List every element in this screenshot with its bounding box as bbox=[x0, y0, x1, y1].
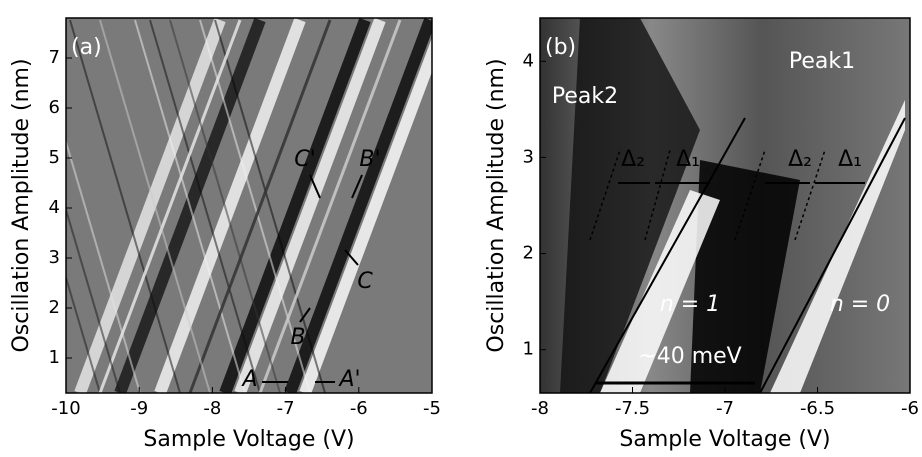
y-tick-label: 5 bbox=[49, 147, 60, 168]
stripe bbox=[154, 18, 306, 393]
stripe bbox=[284, 18, 432, 393]
stripe bbox=[169, 19, 281, 393]
x-tick-label: -7 bbox=[716, 398, 734, 419]
frame-a bbox=[65, 17, 433, 394]
x-axis-label: Sample Voltage (V) bbox=[619, 427, 830, 452]
annotation: A bbox=[240, 367, 257, 392]
annotation: ~40 meV bbox=[638, 344, 741, 369]
x-tick-label: -8 bbox=[531, 398, 549, 419]
annotation: B bbox=[290, 325, 305, 350]
annotation: n = 0 bbox=[830, 292, 890, 317]
x-tick-label: -6 bbox=[350, 398, 368, 419]
guide-lines bbox=[589, 117, 906, 394]
annotation: n = 1 bbox=[660, 292, 720, 317]
y-tick-label: 1 bbox=[523, 339, 534, 360]
x-tick-label: -7.5 bbox=[615, 398, 650, 419]
annotation: C' bbox=[294, 147, 315, 172]
stripe bbox=[66, 274, 101, 393]
x-tick-label: -8 bbox=[203, 398, 221, 419]
y-tick-label: 3 bbox=[49, 247, 60, 268]
stripe bbox=[234, 18, 386, 393]
y-tick-label: 7 bbox=[49, 47, 60, 68]
y-tick-label: 2 bbox=[523, 243, 534, 264]
x-axis-label: Sample Voltage (V) bbox=[143, 427, 354, 452]
x-tick-label: -5 bbox=[423, 398, 441, 419]
y-tick-label: 1 bbox=[49, 347, 60, 368]
panel-label: (a) bbox=[71, 35, 102, 60]
stripe bbox=[149, 19, 261, 393]
panel-b-image bbox=[540, 18, 910, 393]
stripe bbox=[66, 138, 141, 393]
annotation: A' bbox=[337, 367, 360, 392]
y-tick-label: 4 bbox=[49, 197, 60, 218]
x-tick-label: -6 bbox=[901, 398, 919, 419]
y-tick-label: 6 bbox=[49, 97, 60, 118]
stripe bbox=[299, 37, 432, 393]
stripe bbox=[134, 19, 246, 393]
annotation: Peak1 bbox=[789, 49, 855, 74]
y-axis-label: Oscillation Amplitude (nm) bbox=[484, 58, 509, 352]
annotation: Δ₁ bbox=[676, 147, 700, 172]
annotation: Δ₂ bbox=[621, 147, 645, 172]
y-axis-label: Oscillation Amplitude (nm) bbox=[9, 58, 34, 352]
y-tick-label: 3 bbox=[523, 146, 534, 167]
annotation: Peak2 bbox=[552, 84, 618, 109]
dark-band bbox=[560, 18, 700, 393]
annotation: B' bbox=[359, 147, 380, 172]
annotation: Δ₂ bbox=[788, 147, 812, 172]
x-tick-label: -10 bbox=[51, 398, 80, 419]
bright-band bbox=[600, 190, 720, 393]
dark-band bbox=[690, 160, 800, 393]
y-tick-label: 2 bbox=[49, 297, 60, 318]
stripe bbox=[98, 19, 242, 393]
stripe bbox=[99, 19, 211, 393]
x-tick-label: -7 bbox=[277, 398, 295, 419]
stripe bbox=[66, 206, 121, 393]
x-tick-label: -6.5 bbox=[800, 398, 835, 419]
stripe bbox=[219, 18, 371, 393]
stripe bbox=[74, 18, 226, 393]
stripe bbox=[199, 19, 311, 393]
stripe bbox=[214, 19, 326, 393]
y-tick-label: 4 bbox=[523, 50, 534, 71]
delta-guides bbox=[589, 149, 826, 241]
x-tick-label: -9 bbox=[130, 398, 148, 419]
arrows bbox=[262, 174, 865, 385]
stripe bbox=[258, 19, 402, 393]
annotation: C bbox=[357, 269, 373, 294]
panel-a-image bbox=[66, 18, 432, 393]
panel-label: (b) bbox=[545, 35, 576, 60]
annotation: Δ₁ bbox=[838, 147, 862, 172]
stripe bbox=[188, 19, 332, 393]
stripe bbox=[69, 19, 181, 393]
